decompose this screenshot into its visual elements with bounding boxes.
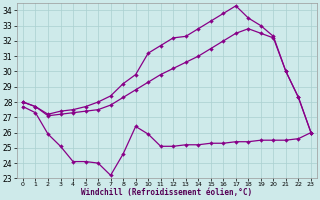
X-axis label: Windchill (Refroidissement éolien,°C): Windchill (Refroidissement éolien,°C) — [81, 188, 252, 197]
